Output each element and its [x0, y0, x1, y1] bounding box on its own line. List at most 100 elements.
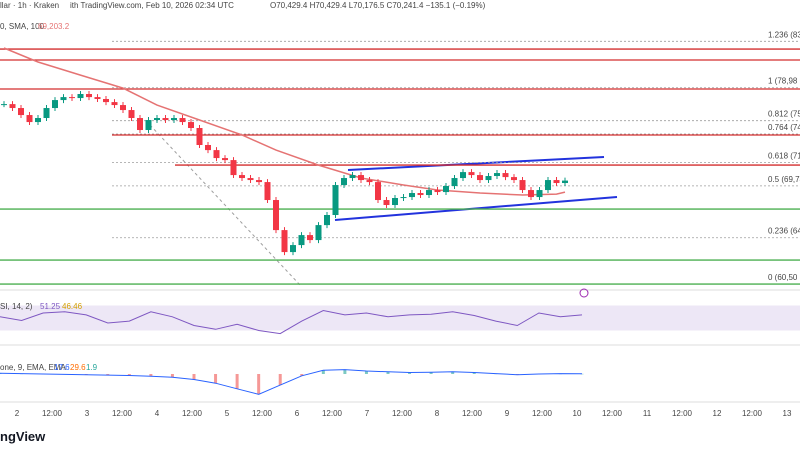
candle: [281, 230, 288, 253]
candle: [511, 177, 517, 181]
projection-line: [149, 124, 301, 286]
x-tick-label: 12:00: [672, 409, 693, 418]
x-tick-label: 7: [365, 409, 370, 418]
candle: [298, 235, 305, 246]
candle: [426, 190, 432, 196]
candle: [247, 178, 254, 181]
logo: ngView: [0, 429, 46, 444]
macd-line: [0, 369, 583, 395]
candle: [18, 108, 24, 116]
ohlc: O70,429.4 H70,429.4 L70,176.5 C70,241.4 …: [270, 1, 486, 10]
candle: [145, 120, 152, 131]
fib-label: 1.236 (83,35: [768, 30, 800, 39]
candle: [519, 180, 526, 191]
macd-label: one, 9, EMA, EMA: [0, 363, 66, 372]
candle: [383, 200, 390, 206]
rsi-value: 51.25: [40, 302, 61, 311]
rsi-ma-value: 46.46: [62, 302, 83, 311]
candle: [434, 190, 441, 193]
candle: [468, 172, 475, 176]
rsi-label: SI, 14, 2): [0, 302, 33, 311]
candle: [324, 215, 330, 226]
fib-label: 0.764 (74,62: [768, 123, 800, 132]
macd-bar: [257, 374, 261, 395]
macd-bar: [149, 374, 153, 377]
event-icon[interactable]: [579, 288, 589, 298]
candle: [239, 175, 245, 179]
candle: [9, 104, 16, 109]
macd-bar: [106, 374, 110, 376]
candle: [307, 235, 313, 241]
sma-value: 69,203.2: [38, 22, 70, 31]
candle: [375, 182, 381, 201]
candle: [400, 197, 407, 199]
x-tick-label: 5: [225, 409, 230, 418]
fib-label: 0.812 (75,88: [768, 110, 800, 119]
x-tick-label: 12:00: [322, 409, 343, 418]
candle: [273, 200, 279, 231]
x-tick-label: 11: [643, 409, 652, 418]
candle: [264, 182, 271, 201]
macd-bar: [429, 372, 433, 374]
x-tick-label: 12:00: [602, 409, 623, 418]
candle: [392, 198, 398, 206]
rsi-line: [0, 309, 583, 335]
candle: [1, 104, 7, 106]
candle: [443, 186, 449, 193]
candle: [230, 160, 237, 176]
candle: [562, 180, 568, 184]
trend-line-upper: [347, 156, 605, 171]
candle: [409, 193, 415, 198]
candle: [103, 99, 109, 103]
x-tick-label: 6: [295, 409, 300, 418]
x-tick-label: 12:00: [462, 409, 483, 418]
candle: [366, 180, 373, 183]
macd-bar: [235, 374, 239, 389]
candle: [502, 173, 509, 178]
x-tick-label: 2: [15, 409, 20, 418]
x-tick-label: 12:00: [252, 409, 273, 418]
candle: [315, 225, 322, 241]
macd-value: 1.9: [86, 363, 98, 372]
candle: [485, 176, 492, 181]
x-tick-label: 12: [713, 409, 722, 418]
candle: [60, 97, 67, 101]
candle: [196, 128, 203, 145]
x-tick-label: 4: [155, 409, 160, 418]
candle: [179, 118, 186, 123]
fib-label: 0 (60,50: [768, 273, 798, 282]
x-tick-label: 9: [505, 409, 510, 418]
candle: [154, 118, 160, 121]
fib-label: 0.5 (69,74: [768, 175, 800, 184]
rsi-band: [0, 305, 800, 331]
candle: [128, 110, 135, 119]
candle: [188, 122, 194, 129]
macd-value: 29.6: [70, 363, 86, 372]
candle: [35, 118, 41, 123]
macd-bar: [364, 371, 368, 374]
x-tick-label: 12:00: [42, 409, 63, 418]
candle: [553, 180, 560, 184]
macd-value: 17.6: [54, 363, 70, 372]
candle: [332, 185, 339, 216]
candle: [94, 97, 101, 100]
x-tick-label: 12:00: [392, 409, 413, 418]
candle: [43, 108, 50, 119]
candle: [536, 190, 543, 198]
candle: [69, 97, 75, 99]
macd-bar: [170, 374, 174, 378]
x-tick-label: 12:00: [532, 409, 553, 418]
macd-bar: [408, 372, 412, 374]
candle: [137, 118, 143, 131]
macd-bar: [451, 371, 455, 374]
x-tick-label: 12:00: [112, 409, 133, 418]
fib-label: 0.236 (64,86: [768, 227, 800, 236]
candle: [477, 175, 483, 181]
candle: [111, 102, 118, 106]
x-tick-label: 8: [435, 409, 440, 418]
macd-bar: [472, 372, 476, 374]
macd-bar: [192, 374, 196, 380]
macd-bar: [127, 374, 131, 376]
candle: [120, 105, 126, 111]
